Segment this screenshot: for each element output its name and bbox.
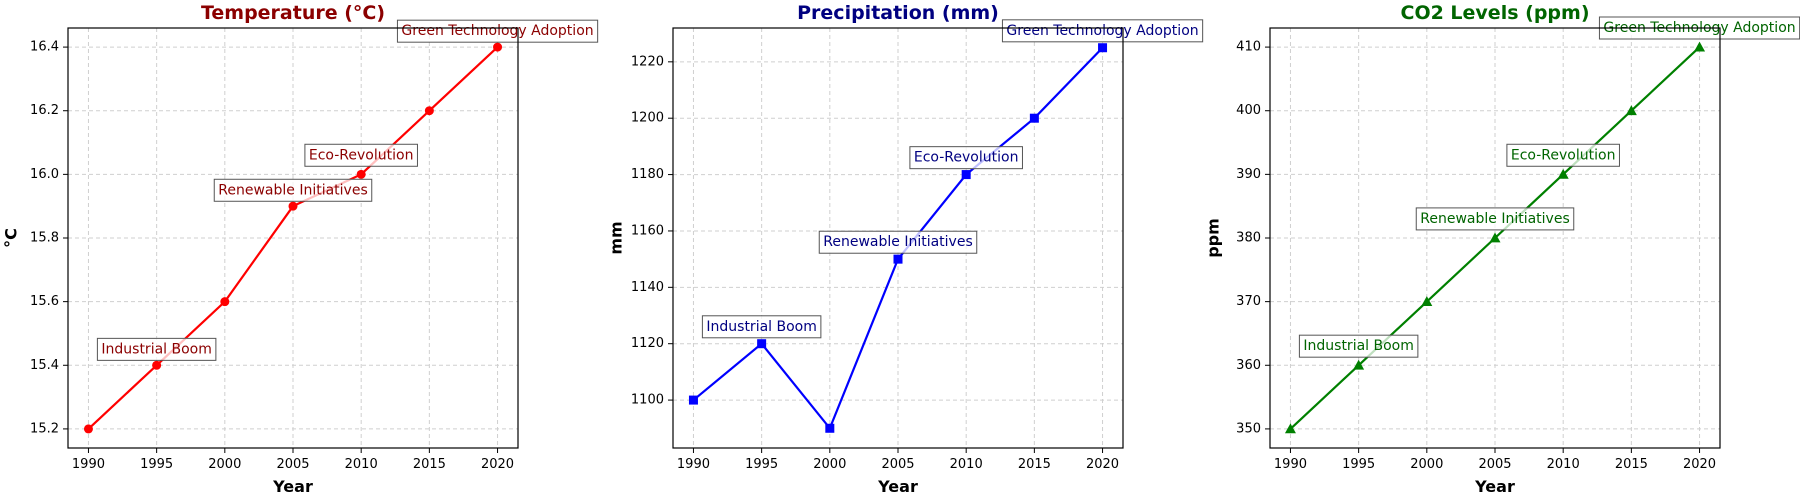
y-tick-label: 400 xyxy=(1236,103,1261,118)
y-tick-label: 350 xyxy=(1236,421,1261,436)
y-tick-label: 15.4 xyxy=(30,358,59,373)
data-point xyxy=(152,360,162,370)
x-tick-label: 2020 xyxy=(481,457,514,472)
data-point xyxy=(961,170,971,180)
x-tick-label: 2010 xyxy=(950,457,983,472)
annotation-box xyxy=(1001,19,1204,43)
y-tick-label: 15.2 xyxy=(30,421,59,436)
y-tick-label: 16.0 xyxy=(30,167,59,182)
annotation-label: Industrial Boom xyxy=(1303,338,1413,354)
annotation-label: Green Technology Adoption xyxy=(401,23,593,39)
x-tick-label: 2010 xyxy=(1547,457,1580,472)
data-point xyxy=(356,169,366,179)
chart-panel-1: Industrial Boom Renewable Initiatives Eco-… xyxy=(2,2,599,496)
chart-title: Precipitation (mm) xyxy=(797,2,999,24)
chart-panel-3: Industrial Boom Renewable Initiatives Eco-… xyxy=(1204,2,1800,496)
data-point xyxy=(424,106,434,116)
annotation-box xyxy=(1415,207,1575,231)
annotation-box xyxy=(818,230,978,254)
x-tick-label: 2005 xyxy=(276,457,309,472)
data-point xyxy=(688,395,698,405)
annotation-label: Industrial Boom xyxy=(101,341,211,357)
x-tick-label: 1995 xyxy=(140,457,173,472)
annotation-label: Eco-Revolution xyxy=(309,147,414,163)
annotation-box xyxy=(396,19,599,43)
x-tick-label: 2000 xyxy=(208,457,241,472)
x-tick-label: 1995 xyxy=(745,457,778,472)
data-point xyxy=(1489,232,1501,243)
annotation-label: Industrial Boom xyxy=(706,319,816,335)
y-tick-label: 390 xyxy=(1236,167,1261,182)
annotation-box xyxy=(304,143,418,167)
x-tick-label: 1990 xyxy=(72,457,105,472)
y-axis-label: ppm xyxy=(1204,218,1223,258)
y-tick-label: 1140 xyxy=(631,280,664,295)
x-tick-label: 2020 xyxy=(1683,457,1716,472)
chart-title: Temperature (°C) xyxy=(201,2,385,24)
data-point xyxy=(493,42,503,52)
y-tick-label: 1180 xyxy=(631,167,664,182)
annotation-box xyxy=(701,315,822,339)
x-axis-label: Year xyxy=(877,477,918,496)
data-point xyxy=(220,297,230,307)
y-tick-label: 15.8 xyxy=(30,231,59,246)
x-tick-label: 2015 xyxy=(1018,457,1051,472)
y-tick-label: 15.6 xyxy=(30,294,59,309)
annotation-label: Renewable Initiatives xyxy=(1420,211,1570,227)
x-tick-label: 1990 xyxy=(677,457,710,472)
annotation-box xyxy=(96,337,217,361)
data-point xyxy=(1353,359,1365,370)
annotation-label: Eco-Revolution xyxy=(1511,147,1616,163)
data-point xyxy=(1284,423,1296,434)
x-tick-label: 1995 xyxy=(1342,457,1375,472)
x-tick-label: 2010 xyxy=(345,457,378,472)
chart-title: CO2 Levels (ppm) xyxy=(1401,2,1590,24)
y-axis-label: °C xyxy=(2,228,21,248)
y-tick-label: 370 xyxy=(1236,294,1261,309)
y-tick-label: 16.2 xyxy=(30,103,59,118)
x-tick-label: 2015 xyxy=(1615,457,1648,472)
data-point xyxy=(1421,296,1433,307)
y-tick-label: 16.4 xyxy=(30,40,59,55)
x-tick-label: 2015 xyxy=(413,457,446,472)
data-point xyxy=(1625,105,1637,116)
x-tick-label: 2005 xyxy=(881,457,914,472)
chart-panel-2: Industrial Boom Renewable Initiatives Eco-… xyxy=(607,2,1204,496)
y-tick-label: 360 xyxy=(1236,358,1261,373)
x-tick-label: 2000 xyxy=(813,457,846,472)
data-point xyxy=(83,424,93,434)
data-point xyxy=(1029,113,1039,123)
annotation-box xyxy=(909,146,1023,170)
annotation-label: Renewable Initiatives xyxy=(218,182,368,198)
data-point xyxy=(288,201,298,211)
y-tick-label: 380 xyxy=(1236,231,1261,246)
data-point xyxy=(825,423,835,433)
x-tick-label: 2000 xyxy=(1410,457,1443,472)
data-point xyxy=(757,339,767,349)
annotation-label: Renewable Initiatives xyxy=(823,234,973,250)
data-point xyxy=(1557,168,1569,179)
data-point xyxy=(893,254,903,264)
annotation-label: Eco-Revolution xyxy=(914,150,1019,166)
x-tick-label: 1990 xyxy=(1274,457,1307,472)
y-axis-label: mm xyxy=(607,221,626,254)
y-tick-label: 1220 xyxy=(631,54,664,69)
x-tick-label: 2005 xyxy=(1478,457,1511,472)
annotation-box xyxy=(1298,334,1419,358)
annotation-box xyxy=(213,178,373,202)
y-tick-label: 1200 xyxy=(631,111,664,126)
y-tick-label: 410 xyxy=(1236,40,1261,55)
data-point xyxy=(1694,41,1706,52)
x-axis-label: Year xyxy=(1474,477,1515,496)
y-tick-label: 1160 xyxy=(631,223,664,238)
annotation-label: Green Technology Adoption xyxy=(1006,23,1198,39)
annotation-box xyxy=(1506,143,1620,167)
y-tick-label: 1100 xyxy=(631,393,664,408)
x-axis-label: Year xyxy=(272,477,313,496)
data-point xyxy=(1098,43,1108,53)
x-tick-label: 2020 xyxy=(1086,457,1119,472)
y-tick-label: 1120 xyxy=(631,336,664,351)
